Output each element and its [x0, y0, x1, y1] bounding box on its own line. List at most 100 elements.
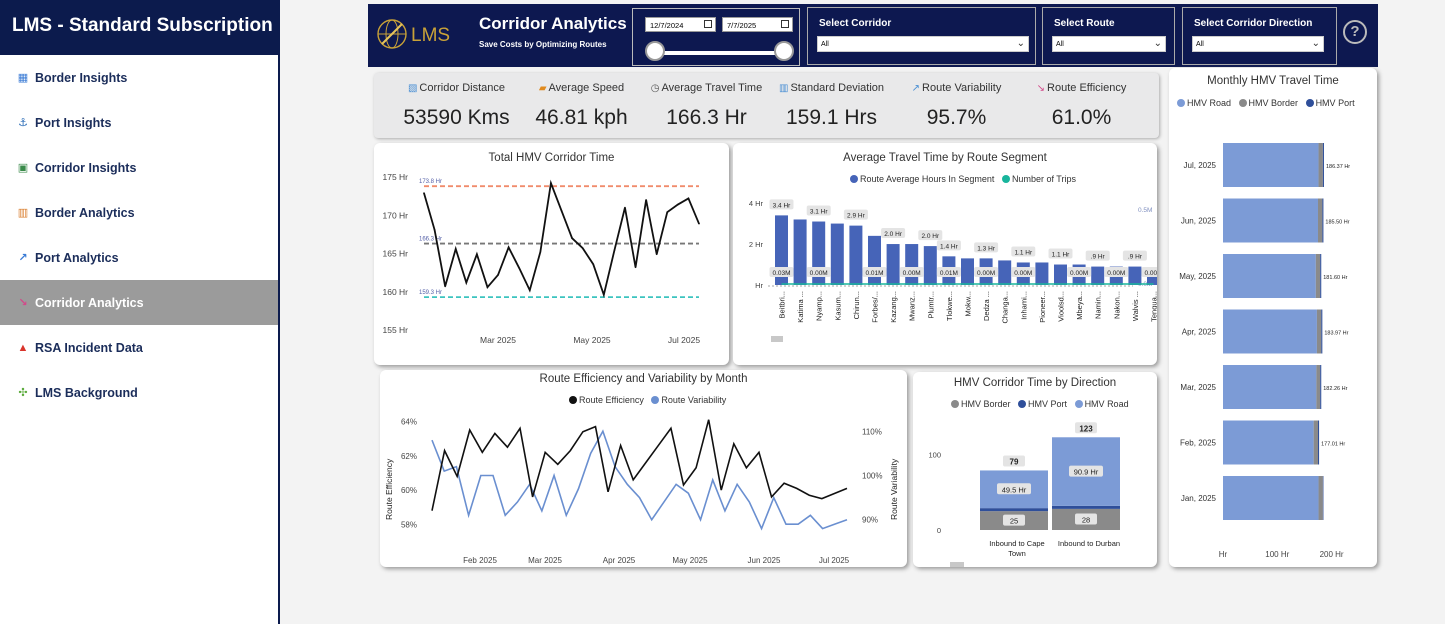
legend-label: HMV Port: [1315, 98, 1355, 108]
chart-title: Monthly HMV Travel Time: [1207, 75, 1339, 87]
trip-label-bg: [806, 267, 831, 277]
kpi-panel: ▧ Corridor Distance 53590 Kms ▰ Average Spee…: [374, 73, 1159, 138]
data-point: [571, 237, 573, 239]
kpi-corridor-distance: ▧ Corridor Distance 53590 Kms: [394, 73, 519, 138]
route-slicer: Select Route All ⌄: [1042, 7, 1175, 65]
stacked-bar-segment: [1321, 309, 1323, 354]
y-tick-label: 62%: [401, 452, 417, 461]
kpi-route-efficiency: ↘ Route Efficiency 61.0%: [1019, 73, 1144, 138]
sidebar-item-border-insights[interactable]: ▦ Border Insights: [0, 55, 278, 100]
reference-line-label: 159.3 Hr: [419, 290, 442, 296]
trip-label: 0.00M: [1144, 270, 1157, 277]
horizontal-scrollbar[interactable]: [950, 562, 964, 567]
direction-card: HMV Corridor Time by Direction HMV Borde…: [913, 372, 1157, 567]
chart-legend: Route Average Hours In Segment Number of…: [845, 174, 1076, 184]
stacked-bar-segment: [1316, 309, 1322, 354]
y2-tick-label: 100%: [862, 472, 882, 481]
data-point: [581, 247, 584, 249]
trip-label: 0.00M: [1014, 270, 1032, 277]
help-icon[interactable]: ?: [1343, 20, 1367, 44]
x-tick-label: Nyamp...: [815, 291, 824, 321]
sidebar-item-label: Corridor Analytics: [35, 295, 144, 310]
x-tick-label: May 2025: [573, 335, 611, 345]
date-slider-track[interactable]: [655, 51, 785, 55]
bar: [849, 225, 863, 285]
calendar-icon[interactable]: [781, 20, 789, 28]
stacked-bar-segment: [1320, 365, 1322, 409]
trip-label: 0.00M: [903, 270, 921, 277]
chevron-down-icon[interactable]: ⌄: [1016, 38, 1025, 49]
kpi-value: 53590 Kms: [403, 106, 510, 129]
sidebar-item-corridor-analytics[interactable]: ↘ Corridor Analytics: [0, 280, 278, 325]
monthly-chart: Jul, 2025 186.37 Hr Jun, 2025 185.50 Hr May,…: [1179, 143, 1350, 559]
stacked-bar-segment: [1223, 476, 1319, 520]
chart-title: Route Efficiency and Variability by Mont…: [539, 373, 748, 385]
sidebar-item-corridor-insights[interactable]: ▣ Corridor Insights: [0, 145, 278, 190]
corridor-select[interactable]: All ⌄: [817, 36, 1029, 52]
trip-label-bg: [769, 267, 794, 277]
stacked-bar-segment: [980, 508, 1048, 512]
map-icon: ▧: [407, 83, 418, 94]
trip-label-bg: [1141, 267, 1157, 277]
data-label: 2.0 Hr: [921, 233, 940, 240]
y-tick-label: 0: [937, 526, 941, 535]
trip-label-bg: [1104, 267, 1129, 277]
reference-line-label: 166.3 Hr: [419, 237, 442, 243]
puzzle-icon: ✣: [18, 387, 28, 399]
total-label-bg: [1075, 422, 1097, 434]
total-hmv-chart: 175 Hr 170 Hr 165 Hr 160 Hr 155 Hr 173.8 Hr 16…: [382, 172, 700, 345]
sidebar-item-border-analytics[interactable]: ▥ Border Analytics: [0, 190, 278, 235]
y-tick-label: Jun, 2025: [1181, 217, 1217, 226]
sidebar-item-label: Port Analytics: [35, 250, 119, 265]
data-label: 2.0 Hr: [884, 231, 903, 238]
date-range-slicer: 12/7/2024 7/7/2025: [632, 8, 800, 66]
bar: [1091, 266, 1105, 285]
sidebar-item-label: RSA Incident Data: [35, 340, 143, 355]
chart-legend: Route Efficiency Route Variability: [564, 395, 726, 405]
stacked-bar-segment: [1223, 198, 1318, 243]
x-tick-label: Mar 2025: [528, 556, 562, 565]
date-slider-start-handle[interactable]: [645, 41, 665, 61]
legend-dot: [1238, 99, 1247, 107]
y2-tick-label: 0.5M: [1138, 207, 1152, 214]
legend-dot: [850, 175, 858, 183]
horizontal-scrollbar[interactable]: [771, 336, 783, 342]
trip-label-bg: [974, 267, 999, 277]
bar-chart-icon: ▥: [778, 83, 789, 94]
x-tick-label: Hr: [1219, 550, 1228, 559]
sidebar-item-port-analytics[interactable]: ↗ Port Analytics: [0, 235, 278, 280]
page-subtitle: Save Costs by Optimizing Routes: [479, 40, 607, 49]
reference-line-label: 173.8 Hr: [419, 179, 442, 185]
legend-dot: [1018, 400, 1027, 408]
x-tick-label: May 2025: [672, 556, 708, 565]
x-tick-label: Namin...: [1094, 291, 1103, 319]
trip-label: 0.01M: [940, 270, 958, 277]
direction-select[interactable]: All ⌄: [1192, 36, 1324, 52]
x-tick-label: Kasum...: [833, 291, 842, 321]
line-chart-icon: ↗: [18, 252, 28, 264]
total-label-bg: [1003, 455, 1025, 467]
data-label-bg: [997, 483, 1031, 495]
data-point: [476, 253, 478, 256]
y-tick-label: 155 Hr: [382, 325, 408, 335]
x-tick-label: Katima ...: [796, 291, 805, 323]
calendar-icon[interactable]: [704, 20, 712, 28]
x-tick-label: Tlokwe...: [945, 291, 954, 321]
efficiency-line: [431, 419, 848, 511]
sidebar-item-port-insights[interactable]: ⚓ Port Insights: [0, 100, 278, 145]
trend-down-icon: ↘: [1036, 83, 1046, 94]
legend-dot: [1177, 99, 1185, 107]
chevron-down-icon[interactable]: ⌄: [1153, 38, 1162, 49]
start-date-input[interactable]: 12/7/2024: [645, 17, 716, 32]
route-select[interactable]: All ⌄: [1052, 36, 1166, 52]
monthly-card: Monthly HMV Travel Time HMV Road HMV Bor…: [1169, 68, 1377, 567]
end-date-input[interactable]: 7/7/2025: [722, 17, 793, 32]
chevron-down-icon[interactable]: ⌄: [1311, 38, 1320, 49]
sidebar-item-rsa-incident-data[interactable]: ▲ RSA Incident Data: [0, 325, 278, 370]
variability-line: [431, 429, 848, 531]
sidebar: LMS - Standard Subscription ▦ Border Insi…: [0, 0, 280, 624]
y-tick-label: 100: [928, 451, 941, 460]
sidebar-item-lms-background[interactable]: ✣ LMS Background: [0, 370, 278, 415]
date-slider-end-handle[interactable]: [774, 41, 794, 61]
